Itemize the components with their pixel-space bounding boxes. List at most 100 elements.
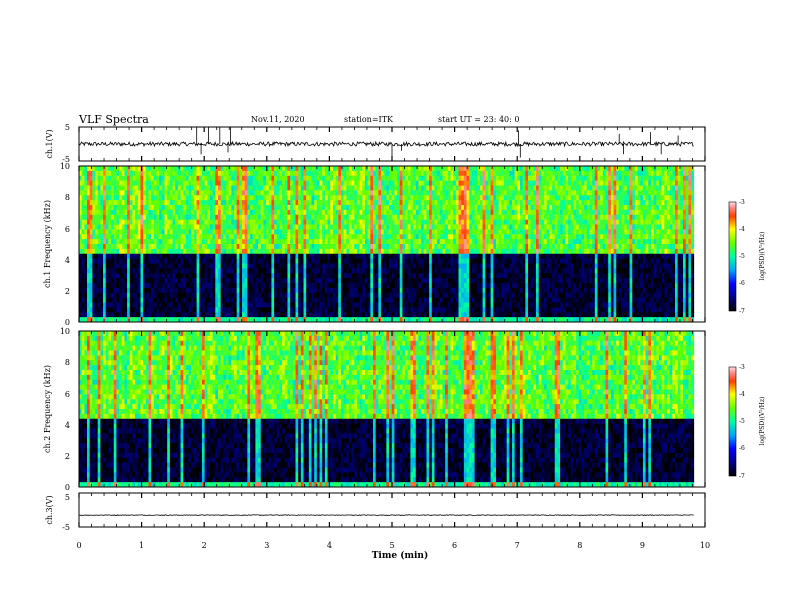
spectrogram-cell	[209, 244, 214, 250]
spectrogram-cell	[204, 209, 208, 216]
spectrogram-cell	[327, 200, 331, 206]
spectrogram-cell	[431, 200, 435, 206]
spectrogram-cell	[153, 302, 157, 308]
spectrogram-cell	[113, 273, 117, 279]
spectrogram-cell	[389, 219, 393, 225]
spectrogram-cell	[226, 180, 230, 186]
spectrogram-cell	[135, 239, 139, 245]
spectrogram-cell	[364, 302, 369, 308]
spectrogram-cell	[274, 205, 278, 211]
spectrogram-cell	[143, 175, 147, 182]
spectrogram-cell	[402, 263, 406, 269]
spectrogram-cell	[423, 219, 427, 225]
spectrogram-cell	[442, 224, 446, 230]
spectrogram-cell	[234, 312, 238, 318]
spectrogram-cell	[113, 219, 117, 225]
spectrogram-cell	[367, 307, 371, 313]
spectrogram-cell	[450, 302, 454, 308]
spectrogram-cell	[193, 292, 197, 299]
spectrogram-cell	[477, 287, 481, 294]
spectrogram-cell	[79, 209, 83, 216]
spectrogram-cell	[445, 166, 449, 172]
spectrogram-cell	[367, 209, 371, 216]
spectrogram-cell	[161, 258, 165, 264]
spectrogram-cell	[298, 239, 302, 245]
spectrogram-cell	[132, 253, 136, 260]
spectrogram-cell	[274, 297, 278, 303]
spectrogram-cell	[485, 205, 489, 211]
spectrogram-cell	[215, 244, 219, 250]
spectrogram-cell	[116, 239, 120, 245]
spectrogram-cell	[199, 209, 203, 216]
spectrogram-cell	[415, 278, 419, 284]
spectrogram-cell	[466, 214, 470, 221]
spectrogram-cell	[485, 292, 489, 299]
spectrogram-cell	[135, 175, 139, 182]
spectrogram-cell	[354, 229, 358, 235]
spectrogram-cell	[212, 185, 216, 191]
spectrogram-cell	[105, 190, 109, 196]
spectrogram-cell	[84, 239, 88, 245]
spectrogram-cell	[418, 283, 422, 289]
spectrogram-cell	[100, 200, 104, 206]
spectrogram-cell	[127, 219, 131, 225]
spectrogram-cell	[338, 200, 342, 206]
spectrogram-cell	[220, 234, 224, 240]
spectrogram-cell	[348, 268, 353, 274]
spectrogram-cell	[132, 175, 136, 182]
spectrogram-cell	[413, 195, 417, 201]
spectrogram-cell	[183, 224, 187, 230]
spectrogram-cell	[300, 229, 304, 235]
spectrogram-cell	[242, 248, 246, 255]
spectrogram-cell	[463, 185, 467, 191]
spectrogram-cell	[340, 292, 344, 299]
spectrogram-cell	[105, 317, 109, 323]
spectrogram-cell	[116, 170, 120, 177]
spectrogram-cell	[386, 278, 390, 284]
spectrogram-cell	[231, 175, 235, 182]
spectrogram-cell	[242, 283, 246, 289]
spectrogram-cell	[474, 219, 478, 225]
spectrogram-cell	[461, 166, 465, 172]
spectrogram-cell	[242, 200, 246, 206]
spectrogram-cell	[274, 263, 278, 269]
spectrogram-cell	[247, 214, 251, 221]
spectrogram-cell	[129, 287, 133, 294]
spectrogram-cell	[346, 273, 350, 279]
spectrogram-cell	[413, 253, 417, 260]
spectrogram-cell	[153, 258, 157, 264]
spectrogram-cell	[300, 234, 304, 240]
spectrogram-cell	[471, 180, 475, 186]
spectrogram-cell	[346, 287, 350, 294]
spectrogram-cell	[335, 185, 339, 191]
spectrogram-cell	[324, 268, 328, 274]
spectrogram-cell	[439, 283, 443, 289]
spectrogram-cell	[415, 209, 419, 216]
spectrogram-cell	[485, 297, 489, 303]
spectrogram-cell	[373, 239, 377, 245]
spectrogram-cell	[402, 190, 406, 196]
spectrogram-cell	[185, 166, 189, 172]
spectrogram-cell	[375, 166, 379, 172]
spectrogram-cell	[469, 317, 473, 323]
spectrogram-cell	[239, 175, 243, 182]
spectrogram-cell	[482, 297, 486, 303]
spectrogram-cell	[172, 224, 176, 230]
spectrogram-cell	[92, 248, 96, 255]
spectrogram-cell	[378, 219, 382, 225]
spectrogram-cell	[284, 278, 288, 284]
spectrogram-cell	[327, 312, 331, 318]
spectrogram-cell	[389, 258, 393, 264]
spectrogram-cell	[487, 200, 491, 206]
spectrogram-cell	[199, 312, 203, 318]
spectrogram-cell	[79, 166, 83, 172]
spectrogram-cell	[450, 190, 454, 196]
spectrogram-cell	[156, 244, 160, 250]
spectrogram-cell	[322, 190, 326, 196]
spectrogram-cell	[105, 292, 109, 299]
spectrogram-cell	[279, 234, 283, 240]
spectrogram-cell	[276, 175, 280, 182]
spectrogram-cell	[284, 214, 288, 221]
spectrogram-cell	[247, 224, 251, 230]
spectrogram-cell	[79, 258, 83, 264]
